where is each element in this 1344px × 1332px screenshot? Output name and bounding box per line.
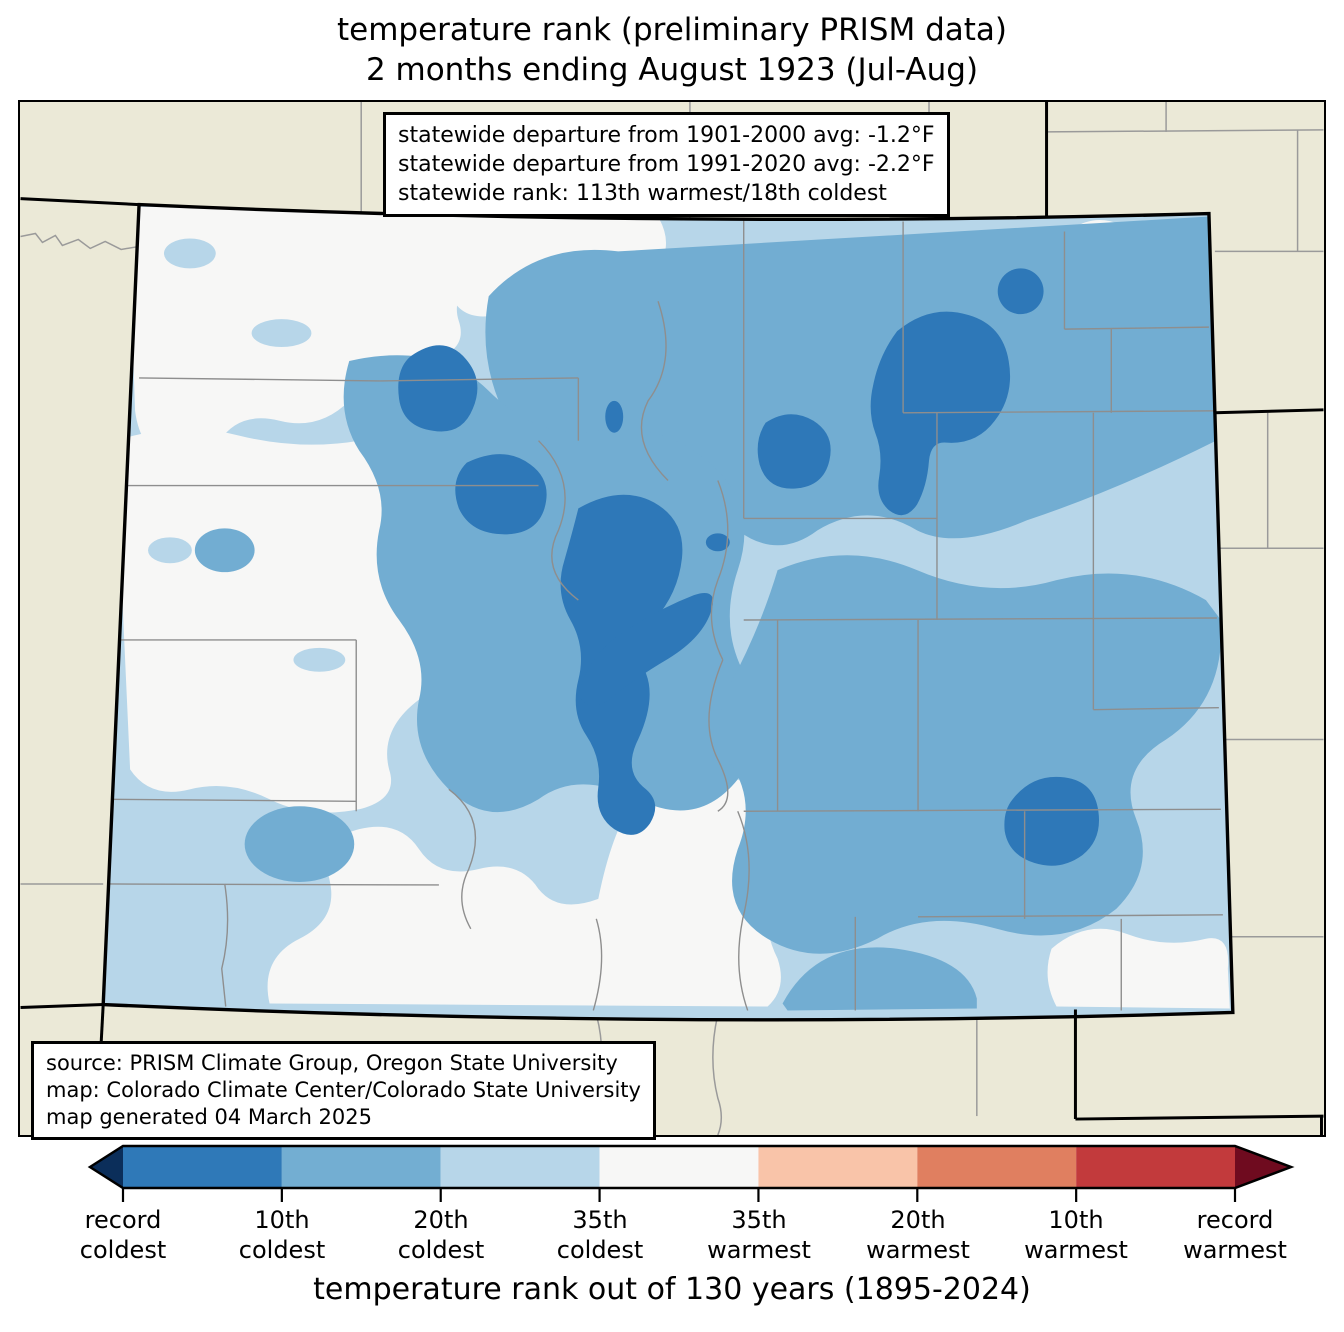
- map-canvas: [18, 100, 1326, 1137]
- colorbar-label-10th-warmest: 10th warmest: [1024, 1206, 1128, 1264]
- colorbar-segment-6: [917, 1146, 1077, 1188]
- colorbar-ticks: [121, 1188, 1237, 1202]
- source-line-2: map: Colorado Climate Center/Colorado St…: [46, 1078, 641, 1102]
- colorbar-segment-7: [1076, 1146, 1236, 1188]
- colorado-county-lines: [105, 218, 1223, 1011]
- temperature-rank-colorbar: [87, 1144, 1295, 1202]
- colorbar-segment-2: [281, 1146, 441, 1188]
- colorbar-label-10th-coldest: 10th coldest: [238, 1206, 326, 1264]
- stats-line-2: statewide departure from 1991-2020 avg: …: [398, 152, 935, 177]
- source-line-3: map generated 04 March 2025: [46, 1105, 373, 1129]
- colorbar-label-20th-coldest: 20th coldest: [397, 1206, 485, 1264]
- colorbar-label-record-coldest: record coldest: [79, 1206, 167, 1264]
- colorbar-label-record-warmest: record warmest: [1183, 1206, 1287, 1264]
- title-line-2: 2 months ending August 1923 (Jul-Aug): [365, 52, 979, 88]
- colorbar-label-20th-warmest: 20th warmest: [866, 1206, 970, 1264]
- stats-line-1: statewide departure from 1901-2000 avg: …: [398, 123, 935, 148]
- colorbar-record-coldest-arrow: [90, 1146, 123, 1188]
- colorbar-record-warmest-arrow: [1235, 1146, 1291, 1188]
- source-credit-box: source: PRISM Climate Group, Oregon Stat…: [31, 1041, 656, 1140]
- colorbar-segment-1: [123, 1146, 282, 1188]
- colorbar-segment-5: [758, 1146, 918, 1188]
- contour-35th-coldest-speckles: [148, 238, 346, 672]
- temperature-rank-contours: [103, 204, 1233, 1020]
- contour-10th-coldest-regions: [398, 268, 1100, 866]
- colorbar-segment-4: [599, 1146, 759, 1188]
- title-line-1: temperature rank (preliminary PRISM data…: [336, 12, 1007, 48]
- colorbar-segment-3: [440, 1146, 600, 1188]
- stats-line-3: statewide rank: 113th warmest/18th colde…: [398, 181, 887, 206]
- colorbar-label-35th-warmest: 35th warmest: [707, 1206, 811, 1264]
- statewide-stats-box: statewide departure from 1901-2000 avg: …: [383, 112, 950, 217]
- source-line-1: source: PRISM Climate Group, Oregon Stat…: [46, 1051, 618, 1075]
- colorbar-axis-title: temperature rank out of 130 years (1895-…: [313, 1272, 1031, 1307]
- colorado-temperature-rank-map: [20, 102, 1324, 1135]
- page-title: temperature rank (preliminary PRISM data…: [0, 10, 1344, 90]
- colorbar-label-35th-coldest: 35th coldest: [556, 1206, 644, 1264]
